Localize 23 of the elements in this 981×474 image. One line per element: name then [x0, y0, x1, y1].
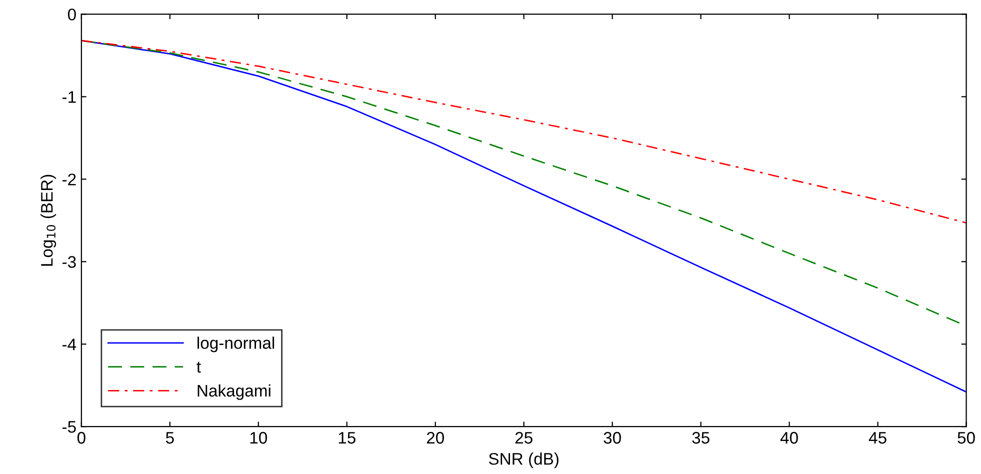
legend-label: log-normal	[198, 336, 274, 352]
y-tick-label: -2	[62, 174, 76, 186]
y-tick-label: -5	[62, 421, 76, 433]
x-tick-label: 15	[338, 432, 356, 444]
legend-label: t	[196, 362, 201, 373]
line-series	[81, 40, 966, 224]
y-tick-label: -3	[62, 256, 76, 268]
y-tick-label: 0	[68, 8, 76, 20]
y-axis-title: Log$_{10}$ (BER)	[40, 174, 56, 266]
x-axis-title: SNR (dB)	[488, 452, 558, 468]
x-tick-label: 50	[958, 432, 975, 444]
legend-label: Nakagami	[198, 384, 270, 400]
x-tick-label: 20	[426, 432, 444, 444]
x-tick-label: 5	[166, 432, 174, 444]
x-tick-label: 10	[250, 432, 268, 444]
x-tick-label: 30	[604, 432, 621, 444]
y-tick-label: -1	[62, 91, 76, 103]
x-tick-label: 0	[77, 432, 86, 444]
x-tick-label: 45	[868, 432, 886, 444]
y-tick-label: -4	[62, 338, 76, 350]
x-tick-label: 35	[692, 432, 710, 444]
x-tick-label: 25	[515, 432, 532, 444]
x-tick-label: 40	[780, 432, 798, 444]
